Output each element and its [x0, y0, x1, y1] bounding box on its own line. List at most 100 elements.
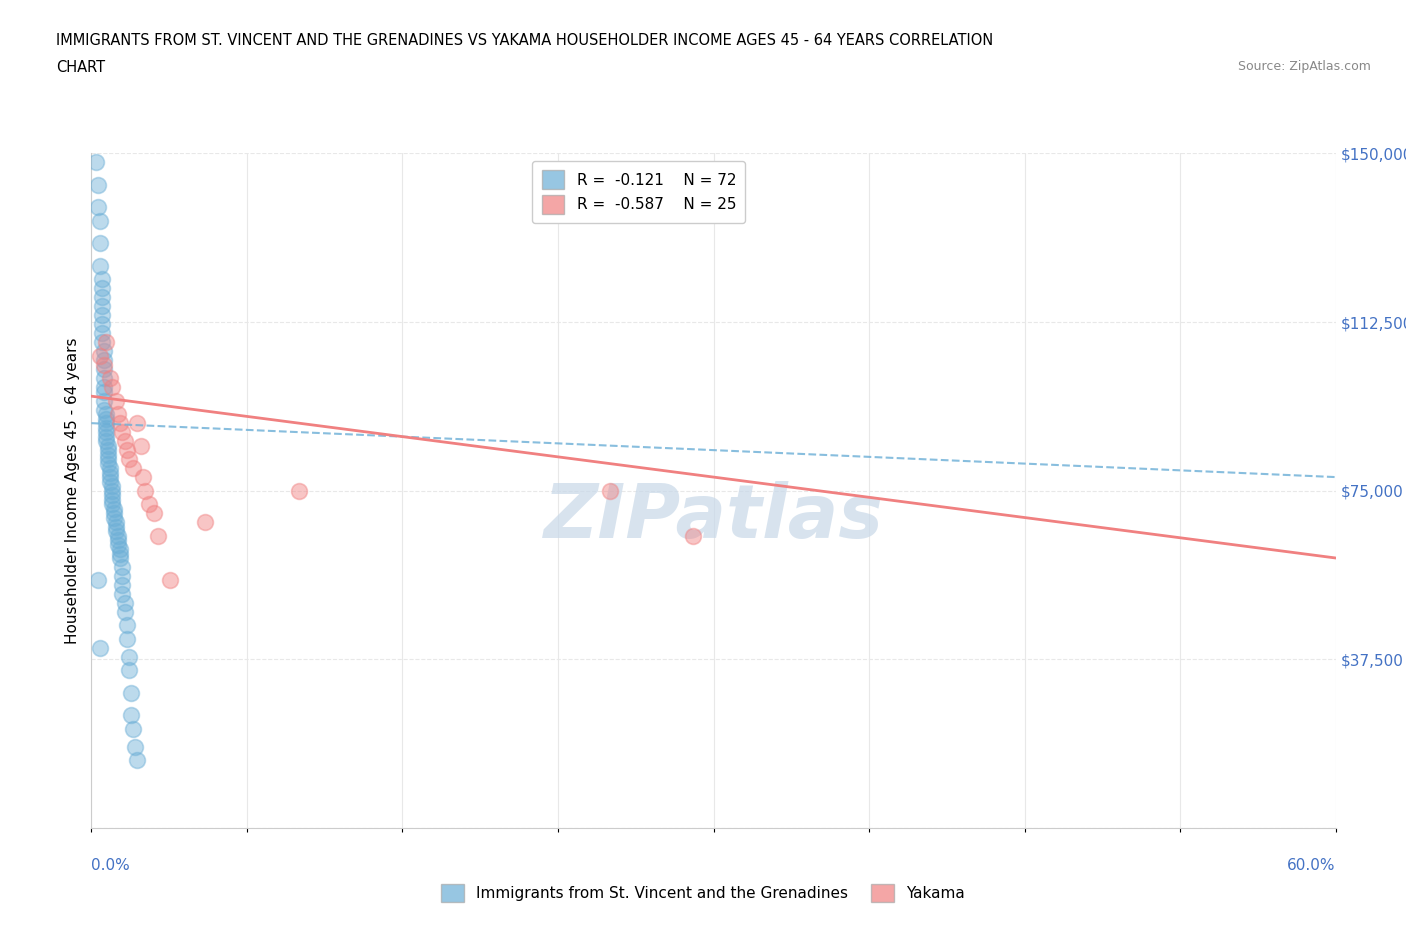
Point — [107, 528, 129, 543]
Point — [94, 406, 117, 421]
Point — [94, 433, 117, 448]
Point — [111, 587, 134, 602]
Point — [93, 379, 115, 394]
Point — [107, 533, 129, 548]
Point — [90, 335, 112, 350]
Point — [120, 685, 142, 700]
Point — [115, 631, 138, 646]
Point — [682, 528, 704, 543]
Point — [93, 371, 115, 386]
Point — [101, 479, 124, 494]
Point — [120, 708, 142, 723]
Legend: R =  -0.121    N = 72, R =  -0.587    N = 25: R = -0.121 N = 72, R = -0.587 N = 25 — [533, 161, 745, 223]
Point — [125, 416, 148, 431]
Point — [98, 470, 121, 485]
Point — [110, 541, 132, 556]
Point — [89, 349, 111, 364]
Point — [118, 452, 141, 467]
Point — [90, 308, 112, 323]
Point — [101, 497, 124, 512]
Point — [89, 259, 111, 273]
Y-axis label: Householder Income Ages 45 - 64 years: Householder Income Ages 45 - 64 years — [65, 338, 80, 644]
Point — [105, 524, 128, 538]
Point — [98, 474, 121, 489]
Point — [134, 484, 156, 498]
Point — [115, 618, 138, 633]
Point — [599, 484, 621, 498]
Point — [90, 290, 112, 305]
Point — [93, 362, 115, 377]
Point — [101, 484, 124, 498]
Point — [115, 443, 138, 458]
Point — [105, 519, 128, 534]
Point — [89, 214, 111, 229]
Point — [111, 560, 134, 575]
Point — [97, 447, 120, 462]
Point — [121, 722, 145, 737]
Point — [114, 595, 136, 610]
Point — [98, 371, 121, 386]
Point — [89, 641, 111, 656]
Point — [129, 438, 152, 453]
Point — [118, 663, 141, 678]
Point — [90, 299, 112, 313]
Text: Source: ZipAtlas.com: Source: ZipAtlas.com — [1237, 60, 1371, 73]
Point — [101, 379, 124, 394]
Point — [194, 514, 217, 529]
Point — [142, 506, 165, 521]
Point — [124, 739, 146, 754]
Point — [101, 487, 124, 502]
Legend: Immigrants from St. Vincent and the Grenadines, Yakama: Immigrants from St. Vincent and the Gren… — [434, 878, 972, 909]
Point — [93, 344, 115, 359]
Point — [84, 155, 107, 170]
Point — [159, 573, 181, 588]
Point — [90, 326, 112, 340]
Point — [107, 406, 129, 421]
Point — [97, 438, 120, 453]
Point — [121, 460, 145, 475]
Point — [93, 352, 115, 367]
Point — [98, 460, 121, 475]
Point — [97, 457, 120, 472]
Point — [110, 551, 132, 565]
Point — [111, 568, 134, 583]
Point — [94, 335, 117, 350]
Point — [103, 511, 125, 525]
Point — [107, 538, 129, 552]
Text: IMMIGRANTS FROM ST. VINCENT AND THE GRENADINES VS YAKAMA HOUSEHOLDER INCOME AGES: IMMIGRANTS FROM ST. VINCENT AND THE GREN… — [56, 33, 994, 47]
Point — [94, 425, 117, 440]
Point — [93, 403, 115, 418]
Point — [138, 497, 160, 512]
Point — [94, 430, 117, 445]
Point — [101, 492, 124, 507]
Point — [114, 604, 136, 619]
Point — [111, 425, 134, 440]
Point — [86, 573, 108, 588]
Point — [97, 443, 120, 458]
Point — [93, 357, 115, 372]
Point — [89, 236, 111, 251]
Point — [125, 753, 148, 768]
Point — [105, 514, 128, 529]
Point — [90, 317, 112, 332]
Point — [110, 546, 132, 561]
Point — [90, 281, 112, 296]
Text: 60.0%: 60.0% — [1288, 858, 1336, 873]
Text: 0.0%: 0.0% — [91, 858, 131, 873]
Point — [86, 200, 108, 215]
Point — [93, 393, 115, 408]
Point — [103, 501, 125, 516]
Point — [114, 433, 136, 448]
Point — [105, 393, 128, 408]
Point — [118, 649, 141, 664]
Text: ZIPatlas: ZIPatlas — [544, 481, 883, 554]
Point — [94, 420, 117, 435]
Point — [110, 416, 132, 431]
Point — [94, 416, 117, 431]
Point — [132, 470, 155, 485]
Point — [86, 178, 108, 193]
Text: CHART: CHART — [56, 60, 105, 75]
Point — [93, 384, 115, 399]
Point — [103, 506, 125, 521]
Point — [111, 578, 134, 592]
